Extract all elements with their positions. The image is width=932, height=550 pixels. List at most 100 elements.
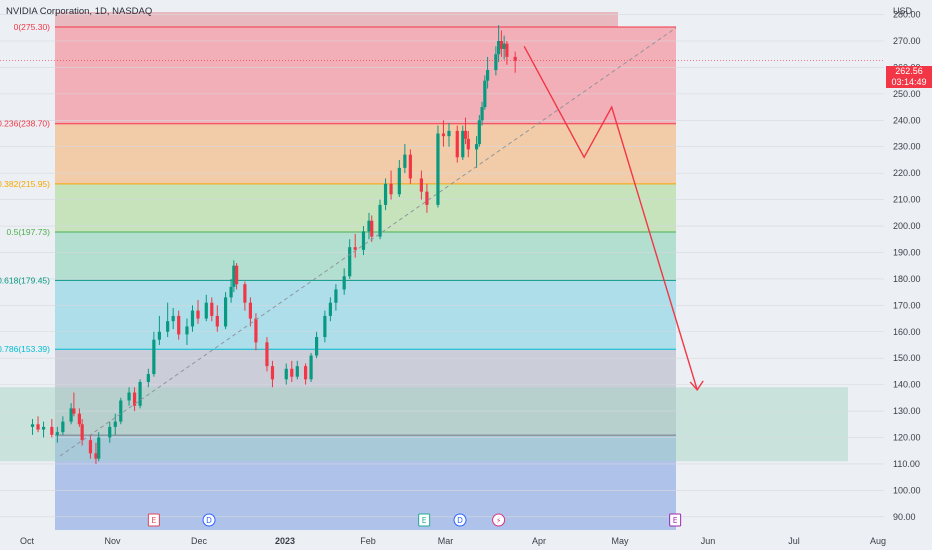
y-tick-label: 140.00 — [893, 380, 921, 390]
dividend-marker-icon — [453, 513, 467, 527]
candle-body — [284, 368, 288, 380]
candle-body — [334, 289, 338, 303]
fib-level-label: 0.236(238.70) — [0, 119, 50, 129]
y-tick-label: 170.00 — [893, 300, 921, 310]
candle-body — [243, 284, 247, 303]
projection-arrowhead — [689, 380, 704, 392]
y-tick-label: 240.00 — [893, 115, 921, 125]
candle-body — [171, 315, 175, 322]
candle-body — [166, 321, 170, 332]
fib-level-label: 0.786(153.39) — [0, 344, 50, 354]
candle-body — [295, 366, 299, 377]
candle-body — [303, 366, 308, 380]
fib-zone — [55, 232, 676, 281]
candle-body — [370, 220, 374, 237]
candle-body — [254, 318, 258, 343]
fibonacci-lines: 0(275.30) 0.236(238.70) 0.382(215.95) 0.5(1… — [0, 22, 676, 436]
fib-zone — [55, 183, 676, 233]
y-tick-label: 280.00 — [893, 10, 921, 20]
y-tick-label: 150.00 — [893, 353, 921, 363]
candle-body — [455, 130, 459, 158]
candle-body — [177, 315, 181, 335]
candle-body — [466, 138, 470, 150]
earnings-marker-icon — [418, 513, 431, 527]
candle-body — [383, 183, 388, 205]
chart-title: NVIDIA Corporation, 1D, NASDAQ — [6, 6, 153, 17]
candle-body — [248, 302, 253, 319]
last-price-tag: 262.56 — [886, 66, 932, 77]
candle-body — [361, 231, 366, 250]
candle-body — [132, 392, 137, 406]
split-marker-icon — [492, 513, 506, 527]
candle-body — [342, 276, 346, 290]
fib-level-label: 0.5(197.73) — [7, 227, 51, 237]
y-tick-label: 110.00 — [893, 459, 920, 469]
y-tick-label: 200.00 — [893, 221, 921, 231]
candle-body — [138, 381, 142, 406]
candle-body — [50, 426, 54, 435]
candle-body — [502, 43, 506, 49]
candle-body — [36, 424, 40, 430]
event-markers[interactable]: E D E D ⚡ E — [147, 513, 682, 527]
candle-body — [474, 144, 479, 150]
candle-body — [69, 408, 73, 422]
earnings-marker-icon — [147, 513, 160, 527]
currency-label: USD — [893, 6, 913, 16]
drawing-overlay — [0, 27, 884, 457]
y-tick-label: 190.00 — [893, 247, 921, 257]
candle-body — [403, 154, 407, 168]
candle-body — [389, 183, 393, 195]
x-tick-label: Feb — [360, 536, 376, 546]
fib-zone — [55, 349, 676, 436]
candle-body — [483, 80, 487, 108]
candle-body — [505, 43, 509, 57]
candle-body — [290, 368, 294, 377]
candle-body — [348, 247, 352, 277]
candle-body — [314, 337, 319, 356]
time-axis[interactable]: Oct Nov Dec 2023 Feb Mar Apr May Jun Jul Aug — [20, 536, 886, 546]
candle-body — [419, 178, 424, 192]
event-marker-label: E — [151, 516, 156, 525]
y-tick-label: 250.00 — [893, 89, 921, 99]
candle-body — [265, 342, 269, 367]
candle-body — [97, 437, 101, 459]
y-tick-label: 210.00 — [893, 195, 921, 205]
candle-body — [204, 302, 208, 319]
y-tick-label: 130.00 — [893, 406, 921, 416]
price-grid — [0, 14, 884, 518]
trend-line — [59, 27, 677, 457]
candle-body — [72, 408, 76, 414]
candle-body — [309, 355, 313, 380]
candle-body — [461, 130, 465, 158]
candle-body — [77, 413, 82, 425]
y-tick-label: 160.00 — [893, 327, 921, 337]
x-tick-label: Dec — [191, 536, 208, 546]
x-tick-label: Jul — [788, 536, 800, 546]
x-tick-label: Apr — [532, 536, 546, 546]
candle-body — [157, 331, 161, 340]
candle-body — [378, 204, 382, 237]
fibonacci-zones — [0, 12, 848, 530]
countdown-tag: 03:14:49 — [886, 77, 932, 88]
fib-zone-top — [55, 12, 618, 27]
x-tick-label: Nov — [104, 536, 121, 546]
fib-level-label: 0.618(179.45) — [0, 275, 50, 285]
candle-body — [119, 400, 123, 422]
x-tick-label: May — [611, 536, 629, 546]
fib-zone — [55, 280, 676, 350]
candle-body — [367, 220, 371, 232]
y-tick-label: 120.00 — [893, 432, 921, 442]
event-marker-label: E — [673, 516, 678, 525]
candle-body — [499, 41, 503, 49]
y-tick-label: 230.00 — [893, 142, 921, 152]
candle-body — [408, 154, 412, 179]
candle-body — [441, 133, 446, 137]
x-tick-label: Jun — [701, 536, 716, 546]
y-tick-label: 220.00 — [893, 168, 921, 178]
x-tick-label: Oct — [20, 536, 35, 546]
candle-body — [485, 70, 490, 81]
candle-body — [41, 426, 46, 430]
candle-body — [190, 310, 195, 327]
